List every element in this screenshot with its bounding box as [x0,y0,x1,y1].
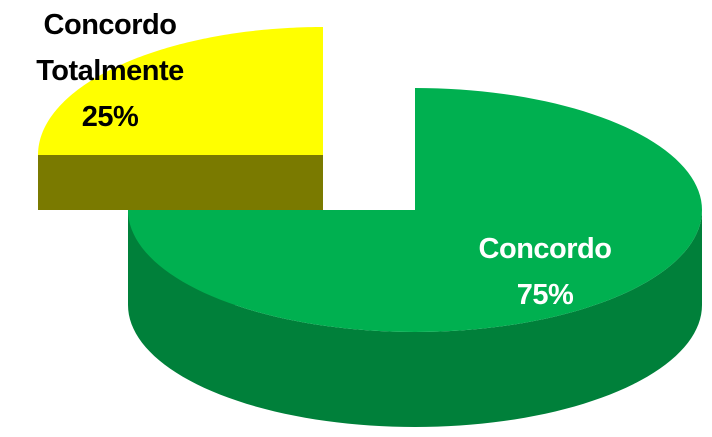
slice-label: Concordo Totalmente 25% [20,2,200,140]
category-label: Concordo Totalmente [36,9,184,87]
slice-label: Concordo 75% [430,226,660,318]
slice-side [128,210,702,427]
slice [38,27,323,210]
value-label: 75% [516,279,574,311]
value-label: 25% [81,101,139,133]
slice [128,88,702,427]
category-label: Concordo [478,233,612,265]
slice-face [38,155,323,210]
pie-slice [128,88,702,332]
pie-slice [38,27,323,155]
